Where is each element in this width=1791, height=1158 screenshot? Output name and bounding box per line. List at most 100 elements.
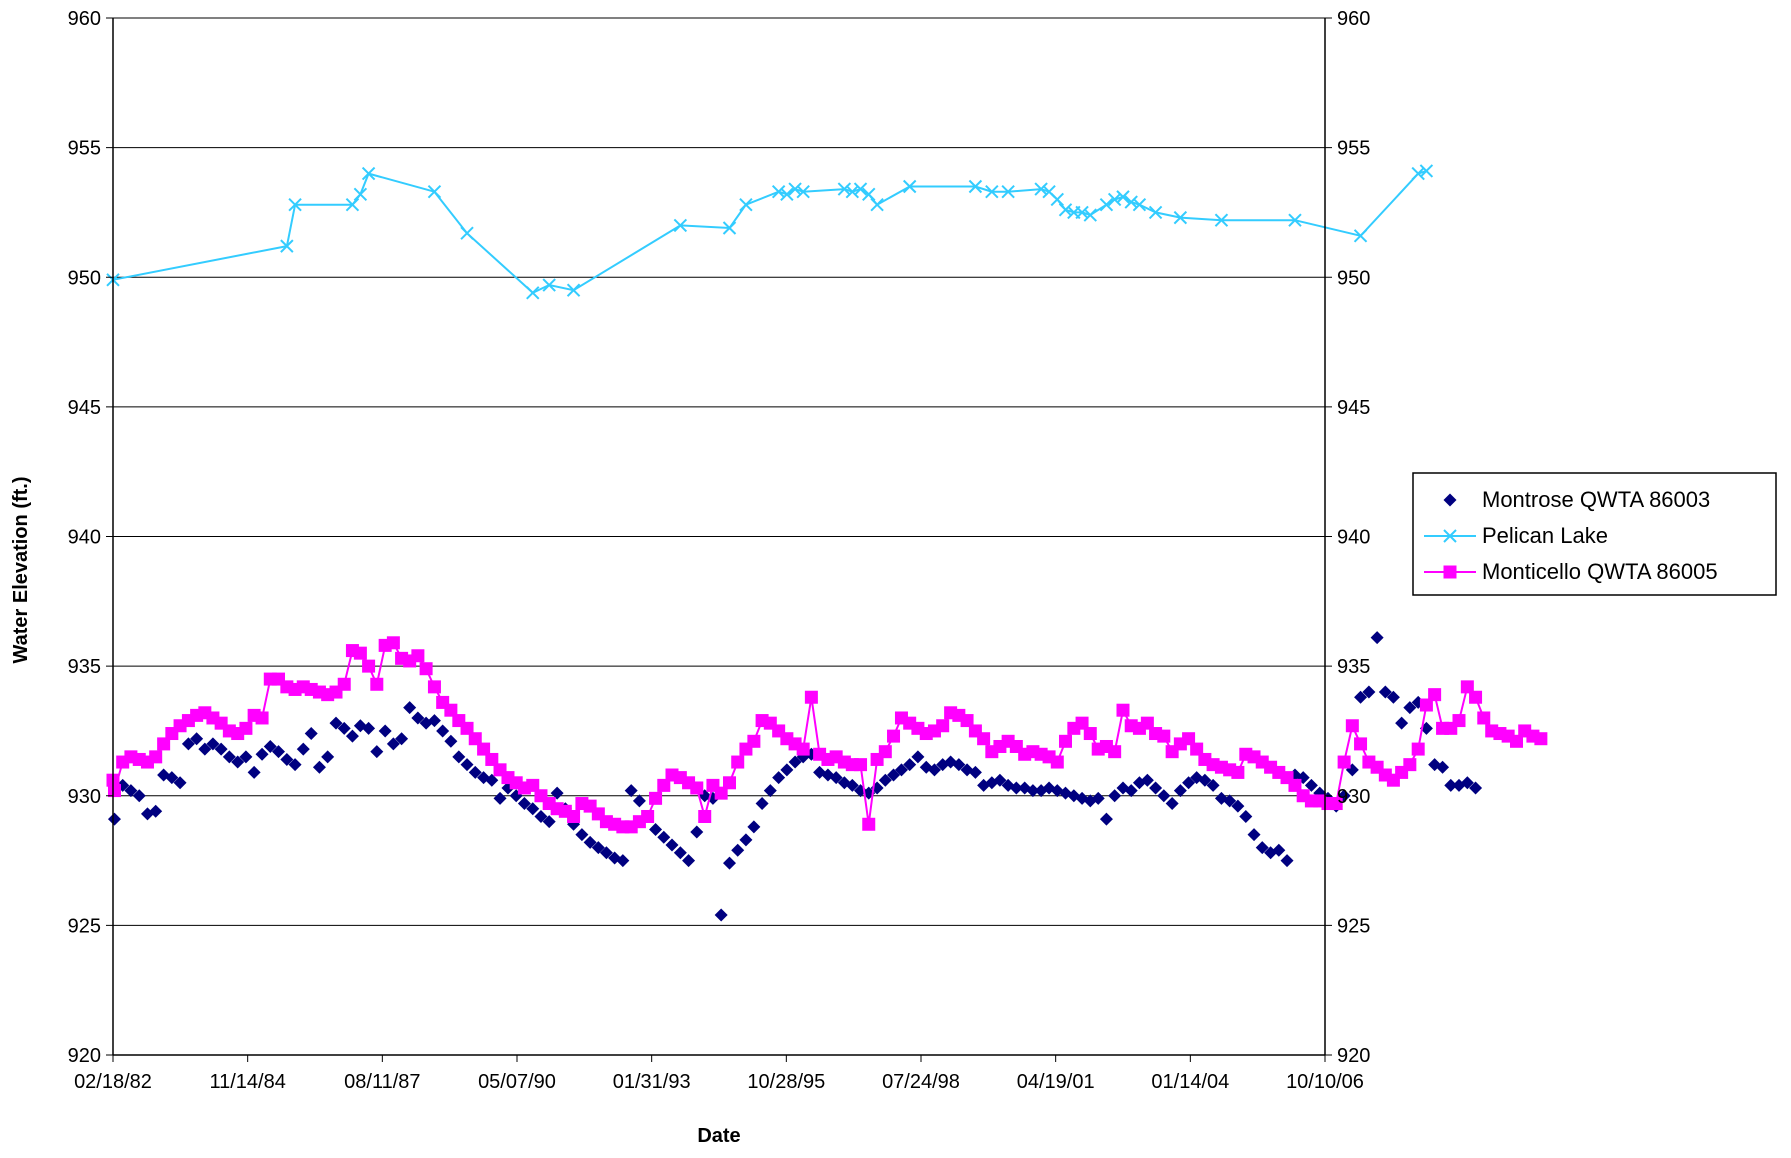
data-point [797, 743, 810, 756]
data-point [354, 188, 366, 200]
y-tick-label-right: 955 [1337, 138, 1370, 160]
data-point [1346, 719, 1359, 732]
data-point [649, 823, 662, 836]
data-point [321, 750, 334, 763]
data-point [1108, 745, 1121, 758]
data-point [461, 758, 474, 771]
data-point [1100, 813, 1113, 826]
data-point [575, 828, 588, 841]
data-point [977, 732, 990, 745]
data-point [1059, 735, 1072, 748]
legend-label-montrose: Montrose QWTA 86003 [1482, 487, 1710, 512]
data-point [1371, 631, 1384, 644]
axes: 920 920 925 925 930 930 935 935 940 940 945 945 950 9… [68, 8, 1371, 1093]
y-tick-label-right: 940 [1337, 527, 1370, 549]
data-point [428, 186, 440, 198]
data-point [715, 909, 728, 922]
legend-item-montrose: Montrose QWTA 86003 [1444, 487, 1711, 512]
data-point [756, 797, 769, 810]
data-point [887, 730, 900, 743]
x-tick-label: 10/10/06 [1286, 1071, 1364, 1093]
data-point [740, 199, 752, 211]
data-point [666, 839, 679, 852]
data-point [1117, 704, 1130, 717]
series-line [113, 171, 1426, 293]
x-axis-title: Date [697, 1125, 740, 1147]
data-point [854, 758, 867, 771]
data-point [338, 678, 351, 691]
y-tick-label-right: 935 [1337, 656, 1370, 678]
data-point [248, 766, 261, 779]
data-point [739, 833, 752, 846]
data-point [1477, 711, 1490, 724]
data-point [1248, 828, 1261, 841]
data-point [723, 776, 736, 789]
x-tick-label: 10/28/95 [747, 1071, 825, 1093]
data-point [363, 168, 375, 180]
gridlines [113, 18, 1325, 1055]
y-tick-label-right: 945 [1337, 397, 1370, 419]
data-point [108, 784, 121, 797]
legend: Montrose QWTA 86003 Pelican Lake Montice… [1413, 473, 1776, 595]
data-point [936, 719, 949, 732]
data-point [379, 724, 392, 737]
x-tick-label: 11/14/84 [209, 1071, 285, 1093]
data-point [452, 750, 465, 763]
data-point [1239, 810, 1252, 823]
data-point [149, 750, 162, 763]
y-tick-label-left: 920 [68, 1045, 101, 1067]
y-tick-label-right: 950 [1337, 267, 1370, 289]
data-point [428, 680, 441, 693]
data-point [698, 810, 711, 823]
data-point [1281, 854, 1294, 867]
data-point [1412, 168, 1424, 180]
data-point [370, 678, 383, 691]
data-point [723, 857, 736, 870]
legend-label-pelican: Pelican Lake [1482, 523, 1608, 548]
x-tick-label: 01/14/04 [1151, 1071, 1229, 1093]
data-point [633, 794, 646, 807]
data-point [436, 724, 449, 737]
y-tick-label-right: 925 [1337, 915, 1370, 937]
y-tick-label-right: 960 [1337, 8, 1370, 30]
y-tick-label-right: 930 [1337, 786, 1370, 808]
data-point [239, 722, 252, 735]
data-point [674, 846, 687, 859]
data-point [1420, 165, 1432, 177]
data-point [1084, 209, 1096, 221]
data-point [649, 792, 662, 805]
data-point [1231, 766, 1244, 779]
data-point [731, 756, 744, 769]
data-point [256, 748, 269, 761]
data-point [362, 660, 375, 673]
x-tick-label: 01/31/93 [613, 1071, 691, 1093]
data-point [690, 826, 703, 839]
data-point [354, 647, 367, 660]
data-point [657, 831, 670, 844]
data-point [879, 745, 892, 758]
data-point [411, 649, 424, 662]
data-point [1166, 797, 1179, 810]
data-point [1174, 784, 1187, 797]
x-tick-label: 05/07/90 [478, 1071, 556, 1093]
data-point [305, 727, 318, 740]
data-point [772, 771, 785, 784]
data-point [1412, 743, 1425, 756]
data-point [567, 810, 580, 823]
data-point [1469, 691, 1482, 704]
x-tick-label: 07/24/98 [882, 1071, 960, 1093]
data-point [1051, 756, 1064, 769]
y-tick-label-left: 945 [68, 397, 101, 419]
y-tick-label-left: 935 [68, 656, 101, 678]
data-point [911, 750, 924, 763]
y-tick-label-left: 940 [68, 527, 101, 549]
y-tick-label-left: 930 [68, 786, 101, 808]
data-point [403, 701, 416, 714]
data-point [108, 813, 121, 826]
data-point [420, 662, 433, 675]
data-point [747, 735, 760, 748]
data-point [747, 820, 760, 833]
data-point [1157, 730, 1170, 743]
